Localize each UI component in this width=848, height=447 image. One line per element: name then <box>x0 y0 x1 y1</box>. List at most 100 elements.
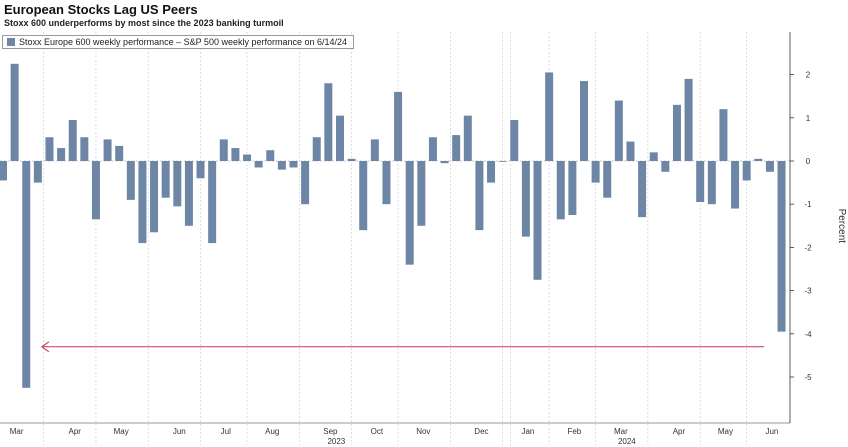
bar <box>765 161 774 172</box>
x-tick-label: Dec <box>474 427 488 436</box>
x-tick-label: Jan <box>521 427 534 436</box>
bar <box>324 83 333 161</box>
x-year-label: 2024 <box>618 437 636 446</box>
bar <box>498 161 507 162</box>
grid-layer <box>43 32 747 447</box>
bar <box>626 141 635 161</box>
x-tick-label: Jun <box>765 427 778 436</box>
legend: Stoxx Europe 600 weekly performance – S&… <box>2 35 355 49</box>
bar <box>614 100 623 161</box>
bar <box>115 145 124 161</box>
x-tick-label: Nov <box>416 427 430 436</box>
x-tick-label: Apr <box>68 427 81 436</box>
bar <box>603 161 612 198</box>
annotation-layer <box>40 341 764 353</box>
y-tick-label: -5 <box>804 373 812 382</box>
bar <box>568 161 577 215</box>
x-tick-label: May <box>114 427 129 436</box>
bar <box>591 161 600 183</box>
annotation-arrow-head <box>40 341 50 353</box>
bar <box>277 161 286 170</box>
x-tick-label: Apr <box>673 427 686 436</box>
bar <box>487 161 496 183</box>
bar <box>231 148 240 161</box>
bar <box>219 139 228 161</box>
bar <box>150 161 159 233</box>
bar <box>335 115 344 161</box>
bar <box>521 161 530 237</box>
bar <box>243 154 252 161</box>
axis-layer: -5 -4 -3 -2 -1 0 1 2 Percent Mar Apr May Jun Jul Aug Se… <box>0 32 847 446</box>
bar <box>208 161 217 244</box>
x-tick-label: Mar <box>614 427 628 436</box>
bar <box>440 161 449 164</box>
y-axis-label: Percent <box>836 209 847 244</box>
bar <box>10 63 19 161</box>
bar <box>510 119 519 161</box>
bar <box>196 161 205 179</box>
bar <box>33 161 42 183</box>
bar <box>80 137 89 161</box>
bar-layer <box>0 63 786 388</box>
x-tick-label: Oct <box>371 427 384 436</box>
bar <box>707 161 716 205</box>
bar <box>184 161 193 226</box>
bar <box>428 137 437 161</box>
y-tick-label: -1 <box>804 200 812 209</box>
bar <box>672 104 681 161</box>
bar <box>394 91 403 161</box>
bar <box>719 109 728 161</box>
x-tick-label: Mar <box>10 427 24 436</box>
x-tick-label: Jun <box>173 427 186 436</box>
bar <box>91 161 100 220</box>
bar <box>68 119 77 161</box>
bar <box>452 135 461 161</box>
bar <box>742 161 751 181</box>
bar <box>266 150 275 161</box>
bar <box>754 158 763 161</box>
bar <box>359 161 368 231</box>
x-tick-label: May <box>718 427 733 436</box>
bar <box>661 161 670 172</box>
chart-subtitle: Stoxx 600 underperforms by most since th… <box>4 18 284 28</box>
chart-title: European Stocks Lag US Peers <box>4 2 198 17</box>
bar <box>405 161 414 265</box>
x-tick-label: Feb <box>567 427 581 436</box>
y-tick-label: 2 <box>806 71 811 80</box>
bar <box>312 137 321 161</box>
bar <box>463 115 472 161</box>
bar <box>161 161 170 198</box>
y-tick-label: 1 <box>806 114 811 123</box>
y-tick-label: -3 <box>804 287 812 296</box>
bar <box>173 161 182 207</box>
bar <box>57 148 66 161</box>
legend-swatch <box>7 38 15 46</box>
bar <box>580 81 588 161</box>
bar <box>45 137 54 161</box>
bar <box>533 161 542 280</box>
bar <box>556 161 565 220</box>
y-tick-label: -4 <box>804 330 812 339</box>
bar <box>638 161 647 218</box>
bar <box>138 161 147 244</box>
bar <box>382 161 391 205</box>
y-tick-label: -2 <box>804 243 812 252</box>
bar <box>417 161 426 226</box>
bar <box>777 161 786 332</box>
x-tick-label: Jul <box>221 427 231 436</box>
x-tick-label: Sep <box>323 427 338 436</box>
x-tick-label: Aug <box>265 427 279 436</box>
bar <box>103 139 112 161</box>
x-year-label: 2023 <box>327 437 345 446</box>
bar <box>254 161 263 168</box>
bar <box>696 161 705 203</box>
bar <box>475 161 484 231</box>
bar <box>649 152 658 161</box>
bar <box>684 78 693 161</box>
bar <box>289 161 298 168</box>
bar <box>126 161 135 200</box>
bar <box>22 161 31 388</box>
bar <box>301 161 310 205</box>
bar <box>347 158 356 161</box>
